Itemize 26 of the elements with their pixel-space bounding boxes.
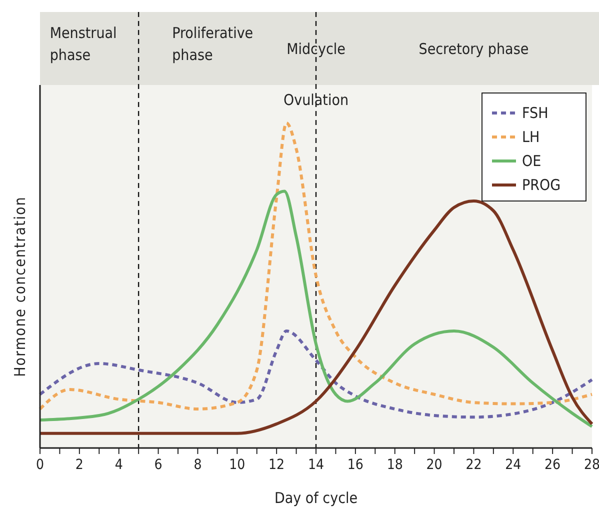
x-axis-title: Day of cycle [274,489,358,507]
x-tick-label: 14 [308,457,324,473]
legend-label: OE [522,152,542,170]
legend-label: LH [522,128,540,146]
text: Proliferative phase [172,24,254,64]
x-tick-label: 4 [114,457,123,473]
x-tick-label: 6 [154,457,162,473]
x-tick-label: 12 [268,457,285,473]
x-tick-label: 24 [505,457,522,473]
legend-label: PROG [522,176,561,194]
text: Midcycle [286,40,346,58]
x-tick-label: 16 [347,457,364,473]
x-tick-label: 20 [426,457,442,473]
x-tick-label: 0 [36,457,44,473]
x-tick-label: 28 [584,457,599,473]
x-tick-label: 2 [75,457,84,473]
x-tick-label: 8 [194,457,202,473]
legend-label: FSH [522,104,548,122]
x-tick-label: 18 [386,457,403,473]
y-axis-title: Hormone concentration [11,196,29,377]
ref-line-label: Ovulation [283,91,349,109]
x-tick-label: 22 [466,457,482,473]
text: Menstrual phase [50,24,117,64]
x-tick-label: 26 [544,457,561,473]
x-tick-label: 10 [229,457,246,473]
text: Secretory phase [418,40,529,58]
